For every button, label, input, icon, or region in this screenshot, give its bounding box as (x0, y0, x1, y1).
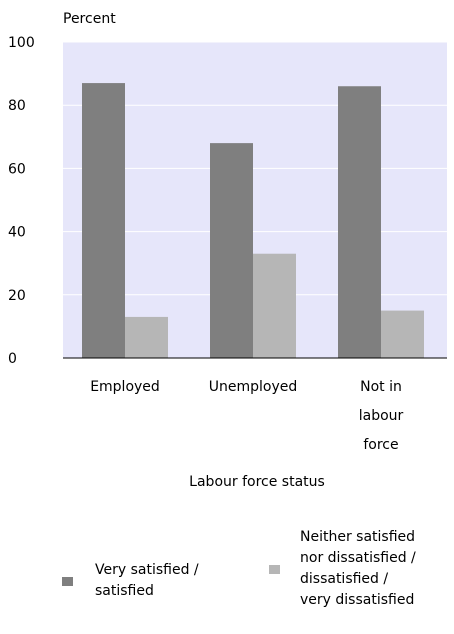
legend-label-series-2: Neither satisfied nor dissatisfied / dis… (300, 529, 416, 608)
legend-label-series-1: Very satisfied / satisfied (95, 562, 199, 599)
bar-chart: Percent 0 20 40 60 80 100 Employed Unemployed N… (8, 11, 447, 490)
y-axis-label: Percent (63, 11, 116, 27)
x-tick-labels: Employed Unemployed Not in labour force (90, 379, 403, 453)
bar (253, 253, 296, 358)
x-tick-label: Unemployed (209, 379, 298, 395)
bar (210, 143, 253, 358)
y-tick-label: 0 (8, 351, 17, 367)
y-tick-label: 100 (8, 35, 35, 51)
x-tick-label: Not in labour force (359, 379, 404, 453)
bars (82, 83, 424, 359)
y-tick-label: 80 (8, 98, 26, 114)
y-tick-label: 60 (8, 161, 26, 177)
x-axis-label: Labour force status (189, 474, 325, 490)
bar (82, 83, 125, 358)
legend: Very satisfied / satisfied Neither satis… (0, 520, 454, 630)
y-tick-labels: 0 20 40 60 80 100 (8, 35, 35, 367)
legend-swatch-series-2 (269, 564, 280, 574)
legend-item-series-1: Very satisfied / satisfied (62, 560, 199, 602)
y-tick-label: 40 (8, 225, 26, 241)
legend-item-series-2: Neither satisfied nor dissatisfied / dis… (269, 527, 416, 611)
bar (125, 316, 168, 358)
bar (338, 86, 381, 359)
legend-swatch-series-1 (62, 576, 73, 586)
x-tick-label: Employed (90, 379, 160, 395)
bar (381, 310, 424, 358)
y-tick-label: 20 (8, 288, 26, 304)
gridlines (63, 41, 447, 296)
